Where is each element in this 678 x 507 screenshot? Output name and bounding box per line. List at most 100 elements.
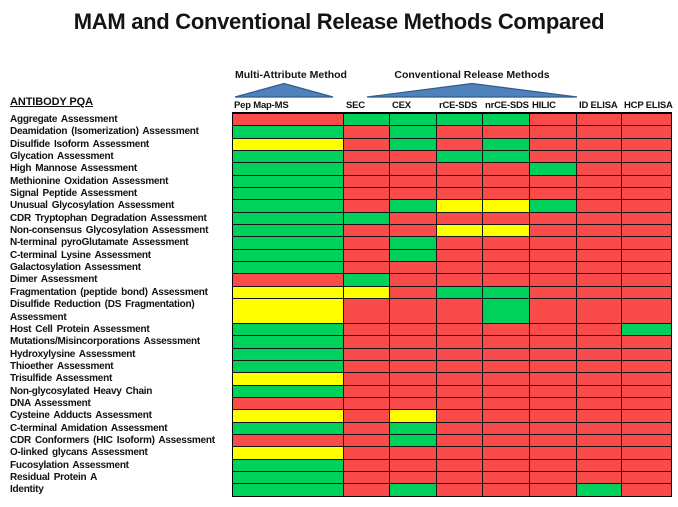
matrix-cell-hilic-red — [530, 385, 577, 398]
matrix-row-non-consensus-glycosylation-assessment: Non-consensus Glycosylation Assessment — [0, 225, 672, 238]
matrix-cell-sec-red — [344, 323, 390, 337]
matrix-cell-cex-red — [390, 385, 437, 398]
row-label: Residual Protein A — [10, 471, 98, 483]
row-label: Fucosylation Assessment — [10, 459, 129, 471]
matrix-cell-id-elisa-red — [577, 299, 622, 324]
matrix-cell-id-elisa-red — [577, 385, 622, 398]
matrix-cell-nrce-sds-yellow — [483, 225, 530, 238]
matrix-cell-sec-red — [344, 151, 390, 164]
matrix-cell-pep-map-ms-green — [232, 249, 344, 263]
row-label: Thioether Assessment — [10, 360, 114, 372]
matrix-cell-nrce-sds-red — [483, 262, 530, 275]
row-label: C-terminal Lysine Assessment — [10, 249, 151, 261]
matrix-cell-cex-red — [390, 336, 437, 349]
matrix-cell-rce-sds-red — [437, 138, 483, 152]
matrix-cell-hcp-elisa-red — [622, 348, 672, 361]
matrix-cell-cex-red — [390, 323, 437, 337]
matrix-cell-hcp-elisa-red — [622, 459, 672, 472]
matrix-cell-pep-map-ms-green — [232, 225, 344, 238]
row-label: Dimer Assessment — [10, 274, 98, 286]
matrix-cell-hilic-red — [530, 422, 577, 435]
matrix-cell-cex-red — [390, 286, 437, 300]
matrix-cell-id-elisa-red — [577, 188, 622, 201]
matrix-cell-rce-sds-red — [437, 422, 483, 435]
matrix-cell-id-elisa-red — [577, 138, 622, 152]
matrix-cell-rce-sds-red — [437, 385, 483, 398]
matrix-cell-hilic-red — [530, 286, 577, 300]
row-label: CDR Conformers (HIC Isoform) Assessment — [10, 434, 215, 446]
row-label: Deamidation (Isomerization) Assessment — [10, 126, 199, 138]
column-header-sec: SEC — [346, 100, 365, 111]
matrix-cell-id-elisa-green — [577, 484, 622, 497]
matrix-cell-hcp-elisa-red — [622, 200, 672, 213]
group-label-multi-attribute-method: Multi-Attribute Method — [235, 69, 347, 81]
matrix-cell-nrce-sds-red — [483, 348, 530, 361]
matrix-cell-hcp-elisa-green — [622, 323, 672, 337]
matrix-cell-rce-sds-red — [437, 323, 483, 337]
matrix-cell-cex-red — [390, 151, 437, 164]
matrix-cell-hcp-elisa-red — [622, 151, 672, 164]
row-label: High Mannose Assessment — [10, 163, 137, 175]
matrix-cell-pep-map-ms-green — [232, 385, 344, 398]
matrix-cell-sec-red — [344, 397, 390, 411]
matrix-cell-rce-sds-red — [437, 274, 483, 287]
row-label: Unusual Glycosylation Assessment — [10, 200, 175, 212]
matrix-row-host-cell-protein-assessment: Host Cell Protein Assessment — [0, 323, 672, 337]
matrix-cell-hcp-elisa-red — [622, 163, 672, 176]
row-label: O-linked glycans Assessment — [10, 447, 148, 459]
matrix-cell-pep-map-ms-green — [232, 262, 344, 275]
matrix-cell-pep-map-ms-yellow — [232, 410, 344, 423]
matrix-cell-pep-map-ms-green — [232, 237, 344, 250]
matrix-cell-id-elisa-red — [577, 447, 622, 460]
matrix-cell-rce-sds-red — [437, 126, 483, 139]
matrix-cell-hcp-elisa-red — [622, 336, 672, 349]
matrix-row-cdr-conformers-hic-isoform-assessment: CDR Conformers (HIC Isoform) Assessment — [0, 434, 672, 448]
matrix-cell-hcp-elisa-red — [622, 410, 672, 423]
matrix-cell-hcp-elisa-red — [622, 175, 672, 189]
row-label: CDR Tryptophan Degradation Assessment — [10, 212, 207, 224]
matrix-cell-nrce-sds-green — [483, 286, 530, 300]
matrix-cell-rce-sds-red — [437, 459, 483, 472]
matrix-cell-rce-sds-red — [437, 237, 483, 250]
matrix-cell-nrce-sds-red — [483, 434, 530, 448]
matrix-cell-sec-red — [344, 163, 390, 176]
matrix-cell-hcp-elisa-red — [622, 114, 672, 127]
matrix-cell-sec-red — [344, 422, 390, 435]
matrix-cell-nrce-sds-red — [483, 163, 530, 176]
matrix-cell-nrce-sds-red — [483, 188, 530, 201]
matrix-row-dna-assessment: DNA Assessment — [0, 397, 672, 411]
matrix-cell-pep-map-ms-green — [232, 348, 344, 361]
matrix-cell-pep-map-ms-green — [232, 163, 344, 176]
matrix-cell-id-elisa-red — [577, 471, 622, 485]
matrix-cell-cex-red — [390, 274, 437, 287]
matrix-cell-nrce-sds-red — [483, 126, 530, 139]
matrix-cell-sec-green — [344, 274, 390, 287]
matrix-row-glycation-assessment: Glycation Assessment — [0, 151, 672, 164]
matrix-cell-sec-red — [344, 459, 390, 472]
matrix-cell-pep-map-ms-red — [232, 397, 344, 411]
matrix-cell-cex-red — [390, 373, 437, 386]
matrix-cell-nrce-sds-red — [483, 459, 530, 472]
matrix-cell-nrce-sds-red — [483, 336, 530, 349]
matrix-cell-sec-red — [344, 348, 390, 361]
matrix-cell-hilic-red — [530, 323, 577, 337]
matrix-cell-hilic-red — [530, 434, 577, 448]
matrix-cell-hcp-elisa-red — [622, 422, 672, 435]
matrix-cell-sec-red — [344, 188, 390, 201]
matrix-cell-cex-green — [390, 237, 437, 250]
matrix-cell-hilic-red — [530, 225, 577, 238]
row-label: Hydroxylysine Assessment — [10, 348, 136, 360]
matrix-cell-hilic-red — [530, 360, 577, 374]
matrix-cell-pep-map-ms-red — [232, 434, 344, 448]
matrix-cell-cex-red — [390, 447, 437, 460]
matrix-cell-sec-red — [344, 225, 390, 238]
matrix-cell-hilic-red — [530, 212, 577, 226]
matrix-cell-rce-sds-red — [437, 212, 483, 226]
matrix-cell-id-elisa-red — [577, 323, 622, 337]
comparison-matrix: Aggregate Assessment Deamidation (Isomeri… — [0, 114, 672, 497]
matrix-cell-sec-red — [344, 249, 390, 263]
mam-triangle-icon — [234, 82, 334, 98]
row-axis-header: ANTIBODY PQA — [10, 96, 93, 108]
matrix-cell-nrce-sds-red — [483, 447, 530, 460]
matrix-cell-id-elisa-red — [577, 360, 622, 374]
